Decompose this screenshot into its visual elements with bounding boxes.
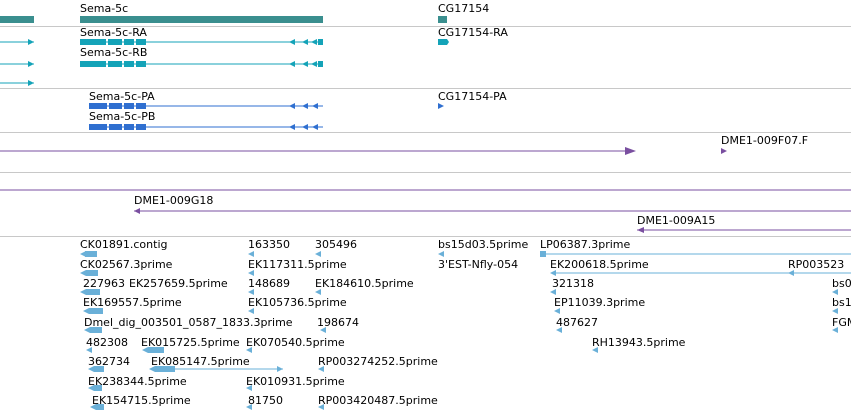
gene-label[interactable]: Sema-5c <box>80 2 129 15</box>
protein-glyph[interactable] <box>89 124 323 130</box>
est-label[interactable]: EK015725.5prime <box>141 336 240 349</box>
est-label[interactable]: 163350 <box>248 238 290 251</box>
est-label[interactable]: EK200618.5prime <box>550 258 649 271</box>
protein-label[interactable]: Sema-5c-PB <box>89 110 156 123</box>
clone-glyph[interactable] <box>0 147 636 155</box>
est-label[interactable]: CK01891.contig <box>80 238 168 251</box>
clone-glyph[interactable] <box>637 227 851 233</box>
protein-glyph[interactable] <box>438 103 444 109</box>
est-label[interactable]: 81750 <box>248 394 283 407</box>
est-label[interactable]: EK184610.5prime <box>315 277 414 290</box>
est-label[interactable]: 321318 <box>552 277 594 290</box>
track-separator <box>0 88 851 89</box>
est-label[interactable]: RP003420487.5prime <box>318 394 438 407</box>
est-label[interactable]: 487627 <box>556 316 598 329</box>
est-label[interactable]: 227963 <box>83 277 125 290</box>
transcript-label[interactable]: Sema-5c-RA <box>80 26 147 39</box>
est-label[interactable]: EK257659.5prime <box>129 277 228 290</box>
est-label[interactable]: 305496 <box>315 238 357 251</box>
est-label[interactable]: bs1 <box>832 296 851 309</box>
track-separator <box>0 236 851 237</box>
track-separator <box>0 26 851 27</box>
protein-label[interactable]: CG17154-PA <box>438 90 507 103</box>
est-label[interactable]: 198674 <box>317 316 359 329</box>
transcript-label[interactable]: CG17154-RA <box>438 26 508 39</box>
protein-label[interactable]: Sema-5c-PA <box>89 90 155 103</box>
est-label[interactable]: Dmel_dig_003501_0587_1833.3prime <box>84 316 293 329</box>
gene-label[interactable]: CG17154 <box>438 2 490 15</box>
clone-label[interactable]: DME1-009F07.F <box>721 134 809 147</box>
est-label[interactable]: bs15d03.5prime <box>438 238 529 251</box>
clone-glyph[interactable] <box>721 148 727 154</box>
est-label[interactable]: 3'EST-Nfly-054 <box>438 258 519 271</box>
track-separator <box>0 132 851 133</box>
clone-glyph[interactable] <box>134 208 851 214</box>
est-label[interactable]: EK010931.5prime <box>246 375 345 388</box>
est-label[interactable]: 148689 <box>248 277 290 290</box>
gene-glyph[interactable] <box>438 16 447 23</box>
gene-glyph[interactable] <box>0 16 34 23</box>
est-label[interactable]: RP003274252.5prime <box>318 355 438 368</box>
est-label[interactable]: CK02567.3prime <box>80 258 173 271</box>
est-glyph-group[interactable] <box>80 251 851 410</box>
transcript-glyph[interactable] <box>0 39 34 86</box>
clone-label[interactable]: DME1-009G18 <box>134 194 214 207</box>
track-separator <box>0 172 851 173</box>
est-label[interactable]: LP06387.3prime <box>540 238 631 251</box>
clone-label[interactable]: DME1-009A15 <box>637 214 716 227</box>
est-label[interactable]: EK105736.5prime <box>248 296 347 309</box>
est-label[interactable]: bs0 <box>832 277 851 290</box>
est-label[interactable]: EK070540.5prime <box>246 336 345 349</box>
transcript-label[interactable]: Sema-5c-RB <box>80 46 148 59</box>
est-label[interactable]: EK238344.5prime <box>88 375 187 388</box>
est-label[interactable]: 362734 <box>88 355 130 368</box>
est-label[interactable]: EK154715.5prime <box>92 394 191 407</box>
transcript-glyph[interactable] <box>80 61 323 67</box>
est-label[interactable]: EK169557.5prime <box>83 296 182 309</box>
transcript-glyph[interactable] <box>80 39 323 45</box>
est-label[interactable]: EK085147.5prime <box>151 355 250 368</box>
est-label[interactable]: EP11039.3prime <box>554 296 646 309</box>
est-label[interactable]: RH13943.5prime <box>592 336 686 349</box>
transcript-glyph[interactable] <box>438 39 449 45</box>
est-label[interactable]: FGM <box>832 316 851 329</box>
est-label[interactable]: RP003523 <box>788 258 845 271</box>
gene-glyph[interactable] <box>80 16 323 23</box>
est-label[interactable]: EK117311.5prime <box>248 258 347 271</box>
est-label[interactable]: 482308 <box>86 336 128 349</box>
protein-glyph[interactable] <box>89 103 323 109</box>
